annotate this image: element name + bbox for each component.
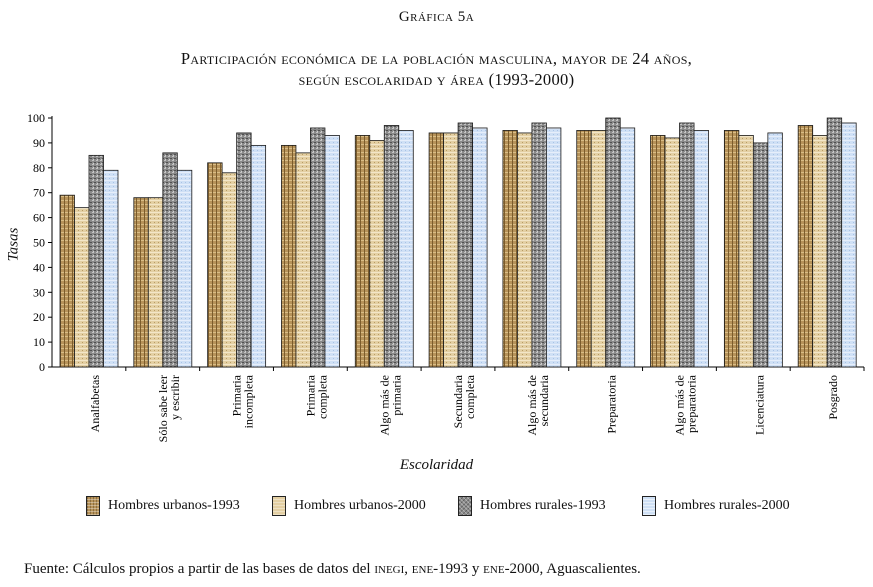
legend-swatch — [86, 496, 100, 516]
bar-hombres-rurales-2000 — [546, 127, 562, 368]
legend-label: Hombres rurales-2000 — [664, 498, 790, 513]
x-axis-label: Escolaridad — [399, 457, 474, 473]
legend-swatch — [272, 496, 286, 516]
x-tick-label: Secundariacompleta — [451, 374, 477, 428]
bar-hombres-urbanos-2000 — [295, 152, 311, 368]
bar-hombres-urbanos-2000 — [221, 172, 238, 368]
source-inegi: inegi — [374, 561, 405, 577]
legend-item-rurales-2000: Hombres rurales-2000 — [642, 495, 790, 517]
bar-hombres-urbanos-2000 — [812, 135, 828, 368]
x-tick-label: Algo más depreparatoria — [673, 374, 699, 435]
bar-hombres-rurales-2000 — [472, 127, 488, 368]
bar-hombres-urbanos-1993 — [428, 132, 444, 368]
bar-hombres-rurales-1993 — [826, 117, 843, 368]
bar-hombres-rurales-2000 — [619, 127, 636, 368]
bar-hombres-rurales-1993 — [752, 142, 769, 368]
bar-hombres-urbanos-2000 — [590, 130, 607, 368]
figure-label: Gráfica 5a — [398, 9, 475, 25]
legend-swatch — [458, 496, 472, 516]
source-note: Fuente: Cálculos propios a partir de las… — [24, 561, 641, 578]
source-suffix: -2000, Aguascalientes. — [504, 561, 641, 577]
x-tick-label: Analfabetas — [88, 375, 102, 433]
y-tick-label: 50 — [33, 236, 45, 250]
legend-item-urbanos-2000: Hombres urbanos-2000 — [272, 495, 426, 517]
bar-hombres-rurales-1993 — [605, 117, 621, 368]
bar-hombres-urbanos-2000 — [147, 197, 164, 368]
bar-hombres-urbanos-2000 — [517, 132, 533, 368]
y-tick-label: 20 — [33, 310, 45, 324]
legend-label: Hombres rurales-1993 — [480, 498, 606, 513]
bar-hombres-rurales-2000 — [250, 144, 267, 368]
y-tick-label: 70 — [33, 186, 45, 200]
x-tick-label: Algo más desecundaria — [525, 374, 551, 435]
bar-hombres-rurales-1993 — [679, 122, 695, 368]
bar-hombres-rurales-2000 — [103, 169, 119, 368]
bar-hombres-rurales-2000 — [176, 169, 193, 368]
bar-hombres-urbanos-2000 — [369, 140, 385, 368]
legend-item-urbanos-1993: Hombres urbanos-1993 — [86, 495, 240, 517]
source-mid: -1993 y — [433, 561, 484, 577]
bar-hombres-urbanos-1993 — [576, 130, 592, 368]
bar-hombres-rurales-1993 — [457, 122, 473, 368]
bar-hombres-rurales-1993 — [310, 127, 326, 368]
bar-hombres-urbanos-1993 — [797, 125, 814, 368]
bar-hombres-rurales-1993 — [236, 132, 252, 368]
y-tick-label: 80 — [33, 161, 45, 175]
bar-hombres-rurales-2000 — [693, 130, 709, 368]
y-tick-label: 0 — [39, 360, 45, 374]
bar-hombres-urbanos-1993 — [723, 130, 740, 368]
bar-hombres-rurales-1993 — [383, 125, 400, 368]
bar-hombres-urbanos-1993 — [133, 197, 149, 368]
chart-title-line2: según escolaridad y área (1993-2000) — [298, 70, 575, 89]
bar-hombres-urbanos-1993 — [59, 194, 75, 368]
x-tick-label: Sólo sabe leery escribir — [156, 375, 182, 442]
y-tick-label: 30 — [33, 285, 45, 299]
x-tick-label: Algo más deprimaria — [377, 374, 403, 435]
bar-hombres-urbanos-1993 — [207, 162, 223, 368]
legend-label: Hombres urbanos-2000 — [294, 498, 426, 513]
y-tick-label: 40 — [33, 260, 45, 274]
y-tick-label: 60 — [33, 211, 45, 225]
chart-title-line1: Participación económica de la población … — [180, 49, 693, 68]
source-prefix: Fuente: Cálculos propios a partir de las… — [24, 561, 375, 577]
bar-hombres-urbanos-2000 — [664, 137, 680, 368]
y-tick-label: 100 — [27, 111, 45, 125]
bar-hombres-urbanos-1993 — [650, 135, 666, 368]
bar-hombres-urbanos-1993 — [354, 135, 371, 368]
x-tick-label: Primariaincompleta — [230, 374, 256, 428]
x-tick-label: Primariacompleta — [303, 374, 329, 419]
bar-hombres-rurales-2000 — [398, 130, 414, 368]
x-tick-label: Posgrado — [826, 375, 840, 420]
x-tick-label: Preparatoria — [605, 374, 619, 433]
bar-hombres-urbanos-2000 — [443, 132, 459, 368]
bar-hombres-rurales-1993 — [162, 152, 178, 368]
bar-hombres-rurales-1993 — [88, 154, 104, 368]
bar-hombres-urbanos-1993 — [502, 130, 518, 368]
bar-hombres-urbanos-2000 — [74, 207, 90, 368]
bar-hombres-rurales-1993 — [531, 122, 547, 368]
legend-swatch — [642, 496, 656, 516]
y-tick-label: 90 — [33, 136, 45, 150]
bar-hombres-rurales-2000 — [324, 135, 340, 368]
source-ene-2000: ene — [483, 561, 505, 577]
x-tick-label: Licenciatura — [752, 374, 766, 435]
y-tick-label: 10 — [33, 335, 45, 349]
bar-hombres-rurales-2000 — [767, 132, 783, 368]
legend-label: Hombres urbanos-1993 — [108, 498, 240, 513]
bar-hombres-rurales-2000 — [841, 122, 857, 368]
bar-hombres-urbanos-2000 — [738, 135, 754, 368]
bar-hombres-urbanos-1993 — [281, 144, 297, 368]
source-ene-1993: ene — [411, 561, 434, 577]
y-axis-label: Tasas — [5, 227, 22, 262]
source-sep: , — [404, 561, 412, 577]
legend-item-rurales-1993: Hombres rurales-1993 — [458, 495, 606, 517]
